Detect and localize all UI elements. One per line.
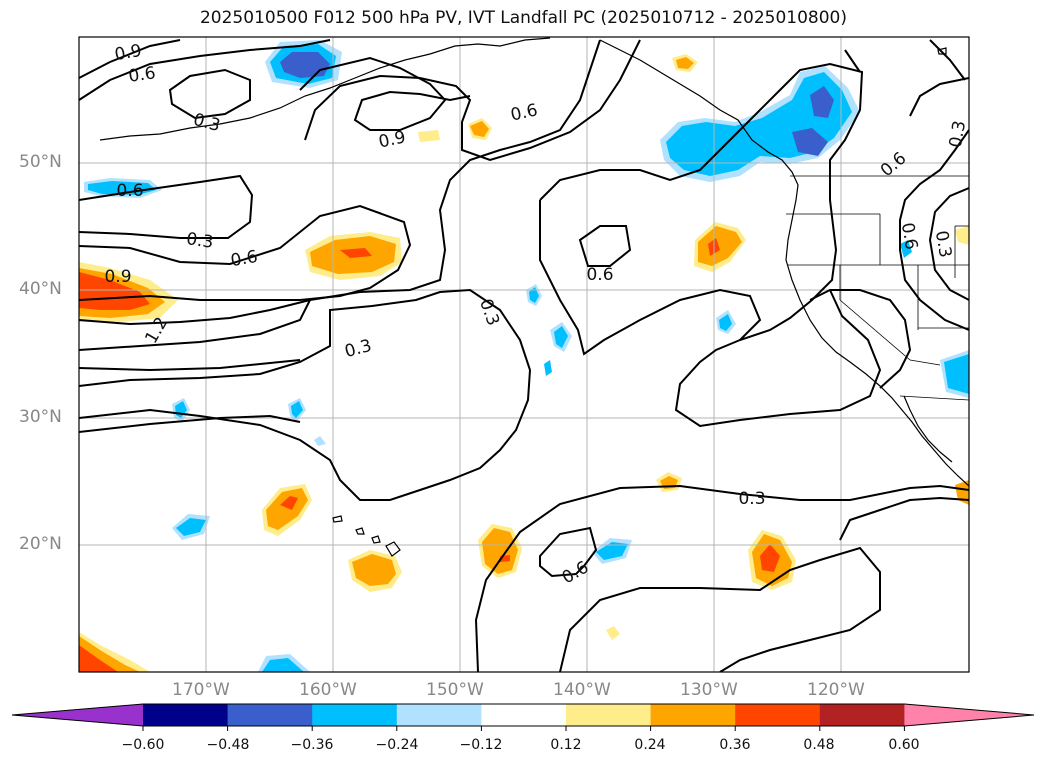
colorbar-tick: −0.12: [459, 737, 503, 753]
contour-label: 0.3: [931, 229, 955, 259]
contour-label: 0.3: [738, 489, 765, 509]
map-frame: [78, 36, 970, 673]
contour-label: 0.9: [104, 267, 131, 287]
colorbar-tick: 0.36: [719, 737, 751, 753]
lon-label-130w: 130°W: [680, 680, 738, 700]
coastlines: [99, 37, 969, 557]
lat-label-50n: 50°N: [19, 152, 62, 172]
state-borders: [786, 175, 969, 401]
lon-label-170w: 170°W: [172, 680, 230, 700]
colorbar-tick: −0.24: [375, 737, 419, 753]
colorbar: [11, 703, 1035, 731]
colorbar-tick: −0.36: [290, 737, 334, 753]
colorbar-tick: 0.60: [888, 737, 920, 753]
lon-label-150w: 150°W: [426, 680, 484, 700]
contour-label: 0.3: [946, 119, 970, 149]
colorbar-segment: [819, 704, 905, 726]
negative-anomaly-shading: [84, 40, 969, 672]
map-title: 2025010500 F012 500 hPa PV, IVT Landfall…: [199, 8, 847, 28]
contour-label: 0.9: [113, 41, 143, 65]
contour-label: 0.6: [229, 247, 259, 271]
contour-label: 0.3: [185, 229, 215, 253]
colorbar-tick: 0.12: [550, 737, 582, 753]
colorbar-segment: [396, 704, 482, 726]
lon-label-120w: 120°W: [807, 680, 865, 700]
contour-label: 0.6: [116, 181, 143, 201]
colorbar-segment: [143, 704, 229, 726]
contour-label: 0.6: [897, 221, 921, 251]
lat-label-30n: 30°N: [19, 407, 62, 427]
colorbar-extend-low: [12, 704, 143, 726]
colorbar-tick: −0.60: [121, 737, 165, 753]
colorbar-segment: [227, 704, 313, 726]
colorbar-segment: [650, 704, 736, 726]
colorbar-segment: [735, 704, 821, 726]
colorbar-tick: 0.48: [803, 737, 835, 753]
lat-label-40n: 40°N: [19, 279, 62, 299]
pv-contours: [79, 39, 969, 672]
lat-label-20n: 20°N: [19, 534, 62, 554]
contour-label: 0.6: [586, 265, 613, 285]
contour-labels: 0.9 0.6 0.3 0.9 0.6 0.6 0.3 0.6 0.3 0.6 …: [104, 41, 970, 588]
colorbar-extend-high: [904, 704, 1034, 726]
colorbar-segment: [566, 704, 652, 726]
contour-label: 0.6: [127, 63, 157, 87]
colorbar-segment: [481, 704, 567, 726]
lon-label-160w: 160°W: [299, 680, 357, 700]
colorbar-tick: 0.24: [634, 737, 666, 753]
colorbar-tick: −0.48: [206, 737, 250, 753]
colorbar-segment: [312, 704, 398, 726]
lon-label-140w: 140°W: [553, 680, 611, 700]
